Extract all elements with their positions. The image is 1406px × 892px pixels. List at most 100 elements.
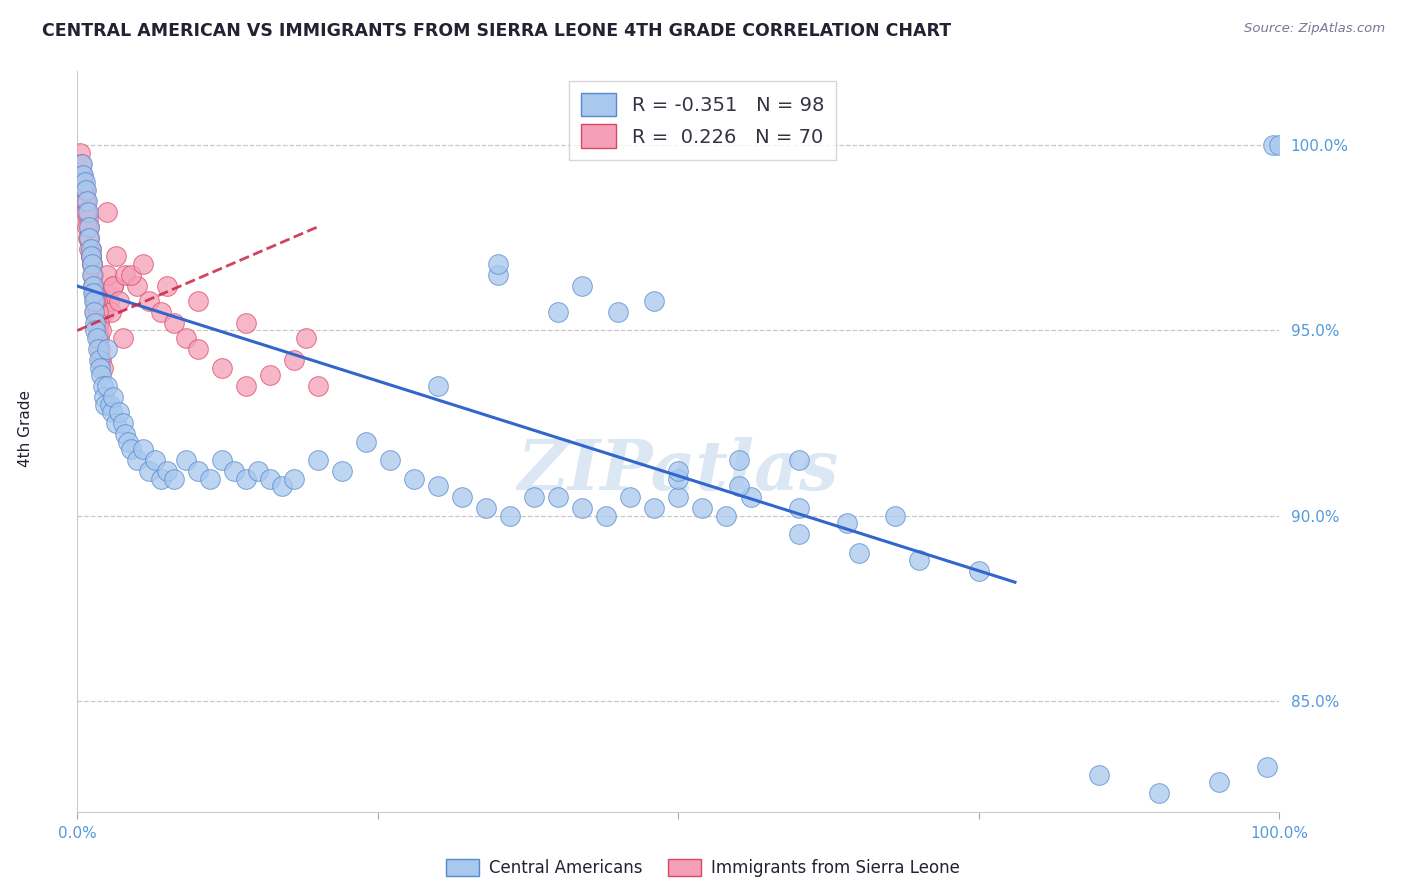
Point (70, 157, 93, 171)
Point (259, 368, 281, 382)
Point (79, 219, 101, 234)
Point (84, 316, 107, 330)
Point (83, 286, 105, 301)
Point (90, 324, 112, 338)
Point (330, 464, 353, 478)
Point (787, 527, 810, 541)
Point (79, 242, 101, 256)
Point (668, 472, 690, 486)
Point (73, 176, 96, 190)
Point (79, 231, 101, 245)
Point (132, 257, 155, 271)
Point (79, 242, 101, 256)
Point (235, 379, 257, 393)
Point (75, 183, 97, 197)
Point (402, 472, 425, 486)
Point (91, 379, 114, 393)
Point (486, 257, 509, 271)
Point (86, 293, 108, 308)
Point (83, 305, 105, 319)
Point (96, 286, 118, 301)
Point (740, 490, 762, 504)
Point (87, 305, 110, 319)
Point (104, 416, 127, 430)
Point (89, 342, 111, 356)
Point (87, 316, 110, 330)
Point (82, 268, 104, 282)
Point (72, 168, 94, 182)
Point (174, 453, 197, 467)
Point (86, 331, 108, 345)
Text: ZIPatlas: ZIPatlas (517, 437, 839, 505)
Point (80, 257, 103, 271)
Point (150, 472, 173, 486)
Point (93, 305, 115, 319)
Point (523, 490, 546, 504)
Point (77, 205, 100, 219)
Point (475, 501, 498, 516)
Point (79, 250, 101, 264)
Point (727, 453, 749, 467)
Point (120, 268, 142, 282)
Point (87, 324, 110, 338)
Point (127, 279, 149, 293)
Point (70, 168, 93, 182)
Point (98, 398, 121, 412)
Point (127, 453, 149, 467)
Point (162, 472, 184, 486)
Point (259, 472, 281, 486)
Point (90, 353, 112, 368)
Point (101, 405, 124, 419)
Point (80, 257, 103, 271)
Point (104, 250, 127, 264)
Point (82, 279, 104, 293)
Point (79, 250, 101, 264)
Point (79, 231, 101, 245)
Point (967, 564, 990, 578)
Point (117, 434, 139, 449)
Point (83, 279, 105, 293)
Point (76, 194, 98, 208)
Point (108, 293, 131, 308)
Point (547, 490, 569, 504)
Point (97, 293, 120, 308)
Point (70, 168, 93, 182)
Text: 4th Grade: 4th Grade (18, 390, 32, 467)
Point (111, 331, 134, 345)
Point (499, 508, 522, 523)
Point (82, 279, 104, 293)
Point (787, 501, 810, 516)
Point (87, 353, 110, 368)
Point (82, 268, 104, 282)
Point (84, 293, 107, 308)
Point (643, 501, 665, 516)
Legend: Central Americans, Immigrants from Sierra Leone: Central Americans, Immigrants from Sierr… (439, 852, 967, 884)
Point (94, 398, 117, 412)
Point (80, 257, 103, 271)
Point (595, 508, 617, 523)
Point (294, 331, 316, 345)
Point (80, 268, 103, 282)
Point (84, 324, 107, 338)
Point (283, 472, 305, 486)
Point (87, 331, 110, 345)
Point (1208, 775, 1230, 789)
Point (283, 353, 305, 368)
Point (186, 293, 209, 308)
Point (84, 293, 107, 308)
Point (132, 442, 155, 456)
Point (82, 286, 104, 301)
Point (100, 305, 122, 319)
Point (111, 416, 134, 430)
Point (96, 268, 118, 282)
Point (174, 331, 197, 345)
Point (270, 479, 292, 493)
Point (73, 194, 96, 208)
Point (93, 390, 115, 404)
Text: CENTRAL AMERICAN VS IMMIGRANTS FROM SIERRA LEONE 4TH GRADE CORRELATION CHART: CENTRAL AMERICAN VS IMMIGRANTS FROM SIER… (42, 22, 952, 40)
Point (607, 305, 630, 319)
Point (246, 464, 269, 478)
Point (692, 501, 714, 516)
Point (120, 442, 142, 456)
Point (79, 250, 101, 264)
